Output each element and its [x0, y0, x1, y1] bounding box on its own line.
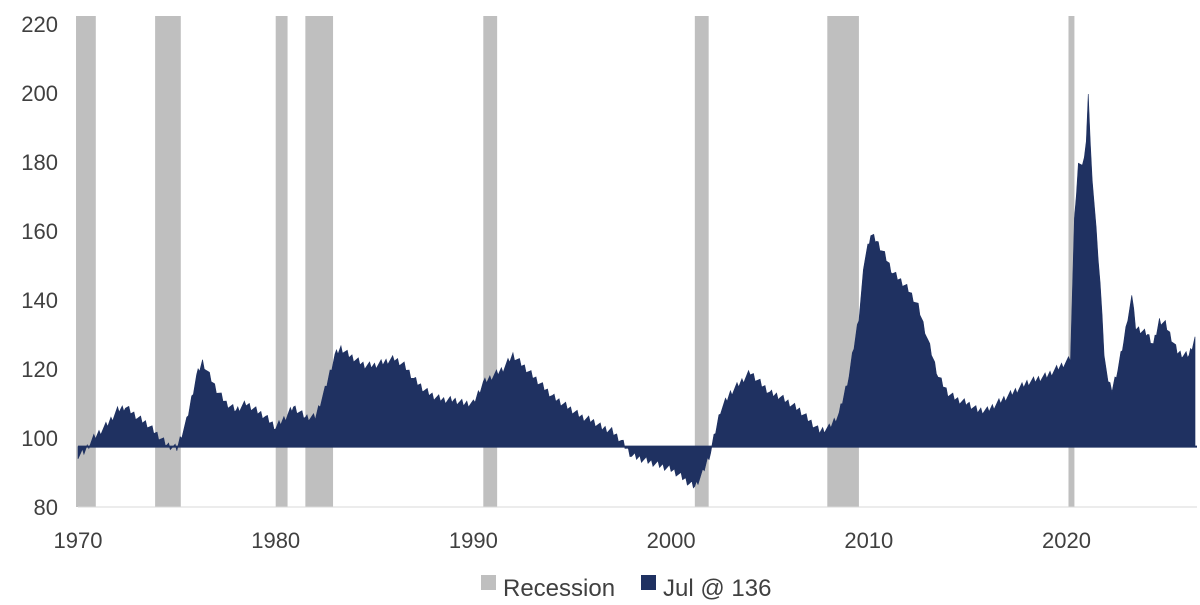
y-tick-label-220: 220 [21, 12, 58, 37]
x-tick-label-1980: 1980 [251, 528, 300, 553]
legend-label-recession: Recession [503, 575, 615, 600]
recession-band-5 [694, 16, 709, 507]
series-area-layer [77, 94, 1197, 489]
x-tick-label-2020: 2020 [1042, 528, 1091, 553]
legend-swatch-recession [481, 575, 496, 590]
x-tick-label-2000: 2000 [647, 528, 696, 553]
series-area-jul [77, 94, 1196, 489]
x-tick-label-1990: 1990 [449, 528, 498, 553]
recession-bands [76, 16, 1075, 507]
recession-band-7 [1068, 16, 1075, 507]
legend-label-series: Jul @ 136 [663, 575, 771, 600]
axes: 80 100 120 140 160 180 200 220 1970 1980 1990 2000 2… [21, 12, 1197, 553]
y-tick-label-140: 140 [21, 288, 58, 313]
recession-band-1 [155, 16, 181, 507]
legend: Recession Jul @ 136 [481, 575, 771, 602]
y-tick-label-100: 100 [21, 426, 58, 451]
legend-swatch-series [641, 575, 656, 590]
y-tick-label-200: 200 [21, 81, 58, 106]
recession-band-0 [76, 16, 96, 507]
x-tick-label-1970: 1970 [54, 528, 103, 553]
recession-band-2 [275, 16, 288, 507]
y-tick-label-120: 120 [21, 357, 58, 382]
y-tick-label-160: 160 [21, 219, 58, 244]
x-tick-label-2010: 2010 [844, 528, 893, 553]
y-tick-label-80: 80 [34, 495, 58, 520]
y-tick-label-180: 180 [21, 150, 58, 175]
